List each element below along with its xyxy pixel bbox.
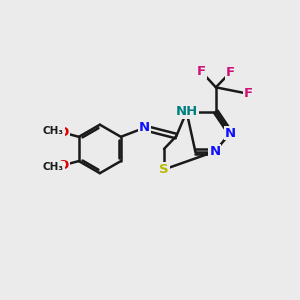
Text: S: S: [159, 163, 169, 176]
Text: O: O: [58, 159, 69, 172]
Text: CH₃: CH₃: [43, 162, 64, 172]
Text: F: F: [244, 87, 253, 100]
Text: N: N: [139, 122, 150, 134]
Text: O: O: [58, 126, 69, 139]
Text: N: N: [225, 127, 236, 140]
Text: NH: NH: [176, 105, 198, 118]
Text: N: N: [209, 145, 220, 158]
Text: F: F: [226, 66, 235, 79]
Text: F: F: [197, 65, 206, 78]
Text: CH₃: CH₃: [43, 126, 64, 136]
